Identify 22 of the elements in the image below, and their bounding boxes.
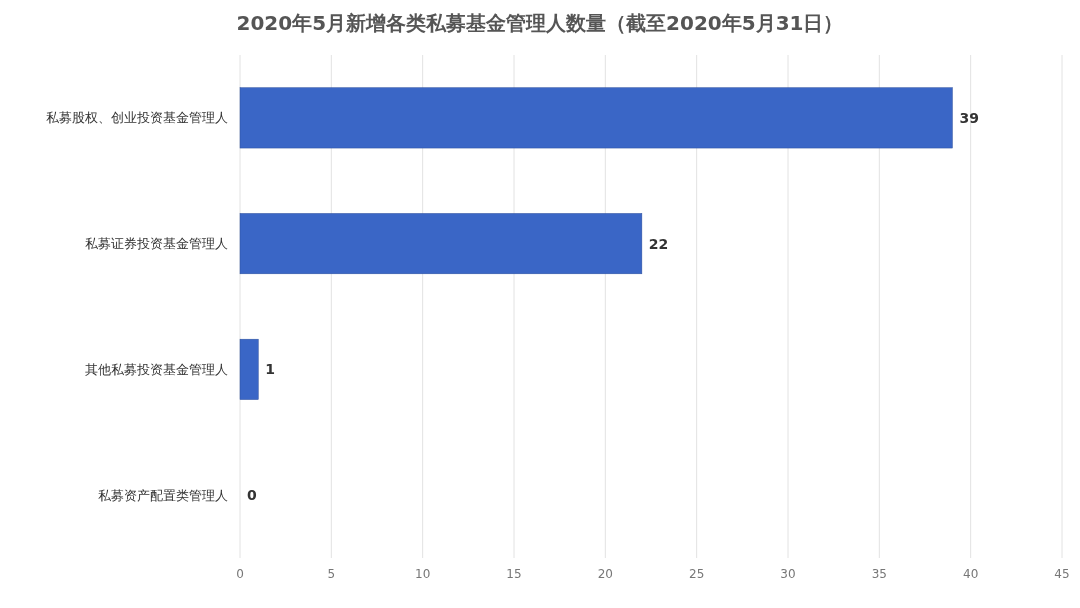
x-tick-label: 35 (871, 567, 887, 581)
x-tick-label: 45 (1054, 567, 1070, 581)
x-tick-label: 10 (415, 567, 431, 581)
y-tick-label: 其他私募投资基金管理人 (85, 361, 228, 377)
data-label: 0 (247, 487, 257, 504)
bar (239, 213, 643, 275)
y-tick-label: 私募资产配置类管理人 (98, 487, 228, 503)
data-label: 39 (959, 109, 979, 126)
x-tick-label: 40 (963, 567, 979, 581)
x-tick-label: 30 (780, 567, 796, 581)
y-tick-label: 私募股权、创业投资基金管理人 (46, 110, 228, 126)
chart-title: 2020年5月新增各类私募基金管理人数量（截至2020年5月31日） (236, 11, 844, 35)
x-tick-label: 5 (327, 567, 336, 581)
bar (239, 87, 953, 149)
x-tick-label: 25 (689, 567, 705, 581)
y-tick-label: 私募证券投资基金管理人 (85, 236, 228, 252)
x-tick-label: 15 (506, 567, 522, 581)
x-tick-label: 0 (236, 567, 244, 581)
data-label: 1 (265, 361, 276, 378)
data-label: 22 (648, 235, 669, 252)
x-tick-label: 20 (597, 567, 613, 581)
bar (239, 338, 259, 400)
